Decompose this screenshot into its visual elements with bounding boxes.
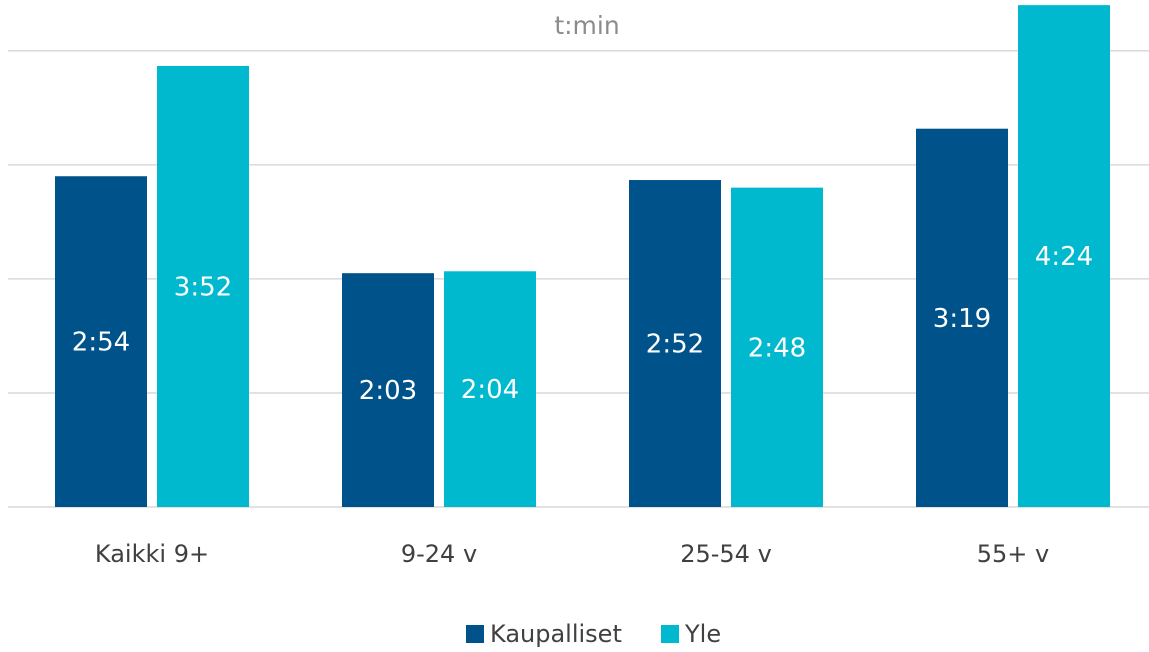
data-label: 3:19 xyxy=(933,304,991,334)
bar-kaupalliset-3 xyxy=(629,180,721,507)
category-label: 9-24 v xyxy=(401,540,477,568)
data-label: 2:04 xyxy=(461,375,519,405)
legend-label-yle: Yle xyxy=(684,620,721,648)
bar-kaupalliset-4 xyxy=(916,128,1008,508)
unit-label: t:min xyxy=(554,11,619,40)
legend: Kaupalliset Yle xyxy=(466,620,721,648)
bar-yle-3 xyxy=(731,187,823,507)
data-labels: 2:54 2:03 2:52 3:19 3:52 2:04 2:48 4:24 xyxy=(72,242,1093,406)
data-label: 2:52 xyxy=(646,330,704,360)
data-label: 2:03 xyxy=(359,376,417,406)
legend-swatch-yle xyxy=(661,625,679,643)
data-label: 2:54 xyxy=(72,328,130,358)
bar-yle-4 xyxy=(1018,5,1110,508)
bar-kaupalliset-2 xyxy=(342,273,434,507)
bar-kaupalliset-1 xyxy=(55,176,147,507)
category-label: 55+ v xyxy=(977,540,1049,568)
bar-yle-1 xyxy=(157,65,249,507)
data-label: 3:52 xyxy=(174,272,232,302)
bars xyxy=(55,5,1110,508)
category-label: Kaikki 9+ xyxy=(95,540,209,568)
data-label: 2:48 xyxy=(748,333,806,363)
category-label: 25-54 v xyxy=(680,540,772,568)
data-label: 4:24 xyxy=(1035,242,1093,272)
category-labels: Kaikki 9+ 9-24 v 25-54 v 55+ v xyxy=(95,540,1049,568)
legend-label-kaupalliset: Kaupalliset xyxy=(490,620,622,648)
bar-yle-2 xyxy=(444,271,536,507)
legend-swatch-kaupalliset xyxy=(466,625,484,643)
